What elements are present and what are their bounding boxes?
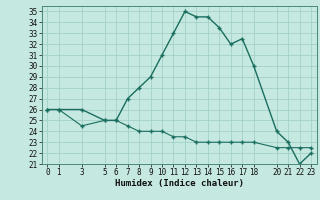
X-axis label: Humidex (Indice chaleur): Humidex (Indice chaleur) [115, 179, 244, 188]
